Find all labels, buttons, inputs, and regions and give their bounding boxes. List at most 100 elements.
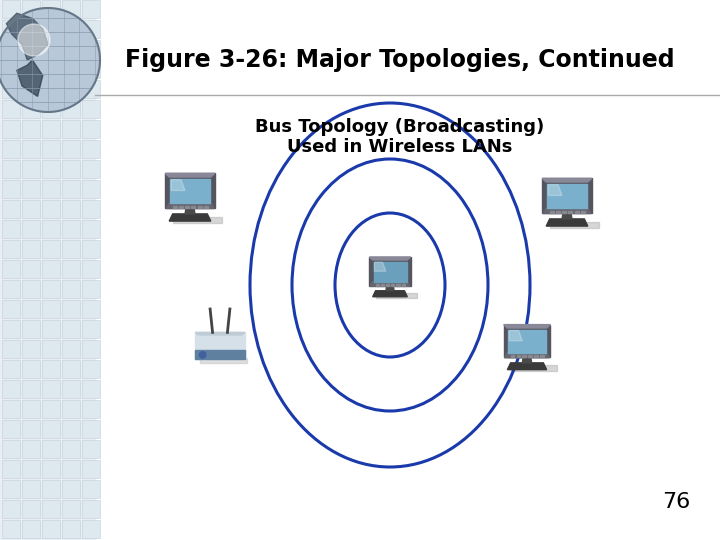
Bar xyxy=(2,220,20,238)
Bar xyxy=(82,440,100,458)
Bar xyxy=(82,120,100,138)
Bar xyxy=(82,480,100,498)
Bar xyxy=(2,280,20,298)
Bar xyxy=(62,100,80,118)
Bar xyxy=(42,140,60,158)
Bar xyxy=(22,520,40,538)
Bar xyxy=(581,211,585,213)
Polygon shape xyxy=(373,291,408,297)
Bar xyxy=(556,211,560,213)
Bar xyxy=(2,60,20,78)
Bar xyxy=(42,280,60,298)
Bar xyxy=(2,260,20,278)
Polygon shape xyxy=(166,203,214,208)
Bar xyxy=(62,220,80,238)
Bar xyxy=(523,355,526,357)
Text: Bus Topology (Broadcasting): Bus Topology (Broadcasting) xyxy=(256,118,544,136)
Bar xyxy=(2,380,20,398)
Bar xyxy=(62,300,80,318)
Bar xyxy=(62,160,80,178)
Polygon shape xyxy=(505,353,549,357)
Bar xyxy=(22,220,40,238)
Polygon shape xyxy=(169,214,211,221)
Bar xyxy=(22,280,40,298)
Bar xyxy=(42,520,60,538)
Bar xyxy=(402,284,405,286)
Bar xyxy=(62,400,80,418)
Bar xyxy=(22,500,40,518)
Bar xyxy=(82,100,100,118)
Bar xyxy=(2,0,20,18)
Bar xyxy=(2,320,20,338)
Bar xyxy=(82,0,100,18)
Polygon shape xyxy=(166,173,215,177)
Bar xyxy=(42,80,60,98)
Bar xyxy=(386,284,390,286)
Polygon shape xyxy=(522,357,531,363)
Bar xyxy=(82,60,100,78)
Bar xyxy=(2,20,20,38)
Bar xyxy=(22,260,40,278)
Bar xyxy=(396,284,400,286)
Bar xyxy=(2,520,20,538)
Bar xyxy=(42,20,60,38)
Bar xyxy=(2,40,20,58)
Bar xyxy=(62,120,80,138)
Polygon shape xyxy=(544,208,590,213)
Circle shape xyxy=(199,352,206,358)
Bar xyxy=(82,360,100,378)
Bar xyxy=(42,60,60,78)
Bar xyxy=(2,340,20,358)
Polygon shape xyxy=(503,325,550,328)
Bar xyxy=(42,240,60,258)
Bar xyxy=(2,360,20,378)
Polygon shape xyxy=(173,217,222,223)
Bar xyxy=(510,355,514,357)
Polygon shape xyxy=(562,213,572,219)
Polygon shape xyxy=(548,185,562,195)
Polygon shape xyxy=(200,357,247,363)
Bar xyxy=(42,320,60,338)
Bar xyxy=(62,440,80,458)
Bar xyxy=(540,355,544,357)
Polygon shape xyxy=(374,261,407,282)
Bar xyxy=(42,40,60,58)
Bar xyxy=(82,520,100,538)
Polygon shape xyxy=(195,333,245,335)
Bar xyxy=(2,400,20,418)
Bar xyxy=(192,206,195,208)
Bar xyxy=(42,300,60,318)
Bar xyxy=(376,284,379,286)
Bar xyxy=(82,460,100,478)
Bar xyxy=(82,320,100,338)
Bar xyxy=(42,460,60,478)
Bar xyxy=(62,480,80,498)
Bar xyxy=(2,180,20,198)
Polygon shape xyxy=(547,184,587,208)
Bar xyxy=(2,160,20,178)
Bar xyxy=(62,60,80,78)
Bar xyxy=(2,140,20,158)
Bar xyxy=(62,500,80,518)
Bar xyxy=(22,400,40,418)
Bar xyxy=(42,440,60,458)
Text: Used in Wireless LANs: Used in Wireless LANs xyxy=(287,138,513,156)
Bar xyxy=(22,320,40,338)
Bar xyxy=(22,180,40,198)
Bar xyxy=(22,240,40,258)
Bar xyxy=(82,80,100,98)
Bar xyxy=(197,206,202,208)
Bar xyxy=(82,340,100,358)
Bar xyxy=(62,520,80,538)
Polygon shape xyxy=(508,330,546,353)
Bar xyxy=(2,80,20,98)
Bar xyxy=(42,380,60,398)
Bar xyxy=(82,500,100,518)
Bar xyxy=(2,200,20,218)
Bar xyxy=(42,360,60,378)
Bar xyxy=(22,140,40,158)
Polygon shape xyxy=(171,180,185,191)
Polygon shape xyxy=(369,257,410,260)
Bar xyxy=(22,420,40,438)
Bar xyxy=(42,160,60,178)
